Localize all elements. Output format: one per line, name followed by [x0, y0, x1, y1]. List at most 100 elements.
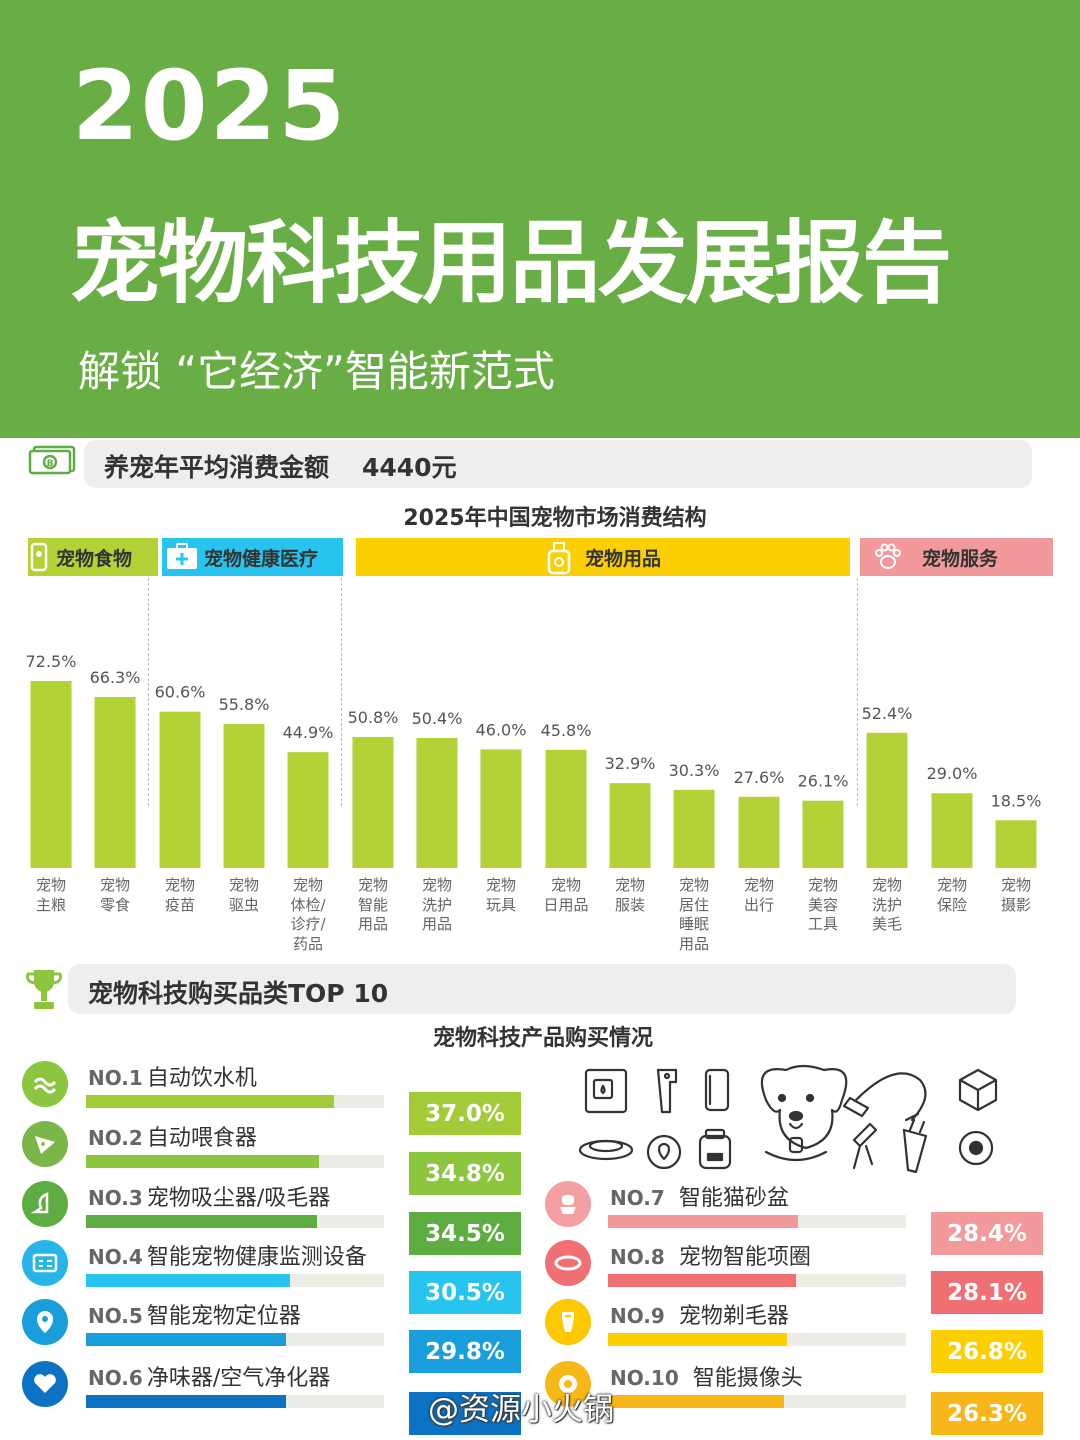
collar-icon [545, 1240, 591, 1286]
bar-value-label: 60.6% [155, 683, 206, 702]
bar-category-label: 宠物 洗护 用品 [421, 876, 452, 933]
water-fountain-icon [584, 1068, 628, 1114]
bar-value-label: 50.8% [348, 708, 399, 727]
rank-label: NO.4 智能宠物健康监测设备 [88, 1239, 367, 1271]
percent-badge [409, 1392, 521, 1435]
bar-category-label: 宠物 主粮 [35, 876, 66, 914]
bar-value-label: 50.4% [412, 709, 463, 728]
spending-value: 4440元 [362, 453, 457, 482]
svg-text:B: B [47, 459, 54, 469]
category-band-health: 宠物健康医疗 [162, 538, 343, 576]
rank-product-name: 智能猫砂盆 [678, 1186, 789, 1211]
progress-track [608, 1395, 906, 1408]
progress-track [608, 1274, 906, 1287]
bar-category-label: 宠物 驱虫 [228, 876, 259, 914]
percent-badge: 30.5% [409, 1271, 521, 1314]
dog-head-icon [760, 1064, 848, 1162]
grooming-brush-icon [852, 1122, 878, 1170]
progress-fill [86, 1095, 334, 1108]
bar-value-label: 45.8% [541, 721, 592, 740]
percent-badge: 28.4% [931, 1212, 1043, 1255]
header-banner: 2025 宠物科技用品发展报告 解锁 “它经济”智能新范式 [0, 0, 1080, 438]
hair-trimmer-icon [902, 1118, 928, 1174]
category-food-label: 宠物食物 [56, 547, 133, 570]
progress-fill [86, 1215, 317, 1228]
robot-cam-icon [958, 1130, 994, 1166]
bar-category-label: 宠物 智能 用品 [357, 876, 388, 933]
product-illustrations [578, 1064, 998, 1174]
category-band-supplies: 宠物用品 [356, 538, 850, 576]
bar-category-label: 宠物 摄影 [1000, 876, 1031, 914]
vacuum-icon [22, 1181, 68, 1227]
trimmer-icon [545, 1299, 591, 1345]
bar-category-label: 宠物 服装 [614, 876, 645, 914]
group-divider [148, 578, 149, 806]
rank-label: NO.8 宠物智能项圈 [610, 1239, 811, 1271]
rank-number: NO.3 [88, 1186, 143, 1210]
paw-icon [875, 543, 901, 569]
bar-2 [159, 711, 201, 868]
group-divider [341, 578, 342, 806]
rank-number: NO.9 [610, 1304, 665, 1328]
percent-badge: 29.8% [409, 1330, 521, 1373]
rank-number: NO.7 [610, 1186, 665, 1210]
pet-dryer-icon [656, 1068, 678, 1114]
bar-category-label: 宠物 体检/ 诊疗/ 药品 [290, 876, 326, 953]
bar-9 [609, 783, 651, 868]
percent-badge: 37.0% [409, 1092, 521, 1135]
bar-category-label: 宠物 玩具 [485, 876, 516, 914]
rank-label: NO.2 自动喂食器 [88, 1120, 257, 1152]
bar-value-label: 18.5% [991, 791, 1042, 810]
rank-label: NO.6 净味器/空气净化器 [88, 1360, 330, 1392]
bar-category-label: 宠物 日用品 [543, 876, 589, 914]
rank-label: NO.7 智能猫砂盆 [610, 1180, 789, 1212]
cube-box-icon [958, 1068, 998, 1112]
category-band-service: 宠物服务 [860, 538, 1053, 576]
rank-number: NO.1 [88, 1066, 143, 1090]
bar-category-label: 宠物 零食 [99, 876, 130, 914]
bar-3 [223, 724, 265, 868]
bar-14 [931, 793, 973, 868]
bar-8 [545, 749, 587, 868]
progress-fill [86, 1333, 286, 1346]
bar-10 [673, 789, 715, 868]
spending-label: 养宠年平均消费金额 [104, 453, 330, 482]
progress-track [608, 1215, 906, 1228]
rank-label: NO.10 智能摄像头 [610, 1360, 803, 1392]
bar-value-label: 55.8% [219, 695, 270, 714]
report-year: 2025 [72, 50, 348, 162]
bar-category-label: 宠物 疫苗 [164, 876, 195, 914]
camera-icon [545, 1361, 591, 1407]
bar-7 [480, 749, 522, 868]
percent-badge: 28.1% [931, 1271, 1043, 1314]
bar-value-label: 52.4% [862, 704, 913, 723]
bar-0 [30, 681, 72, 868]
consumption-bar-chart: 72.5% 66.3% 60.6% 55.8% 44.9% 50.8% 50.4% 46.0%… [26, 652, 1042, 868]
bar-category-label: 宠物 保险 [936, 876, 967, 914]
rank-label: NO.3 宠物吸尘器/吸毛器 [88, 1180, 330, 1212]
bar-value-label: 46.0% [476, 720, 527, 739]
rank-product-name: 宠物智能项圈 [678, 1245, 811, 1270]
progress-track [86, 1155, 384, 1168]
progress-track [608, 1333, 906, 1346]
medical-kit-icon [167, 543, 197, 569]
bar-value-label: 30.3% [669, 761, 720, 780]
gps-tracker-icon [646, 1134, 682, 1170]
progress-fill [608, 1274, 796, 1287]
spending-pill [84, 440, 1032, 488]
progress-track [86, 1274, 384, 1287]
rank-number: NO.6 [88, 1366, 143, 1390]
category-supplies-label: 宠物用品 [584, 547, 661, 570]
lint-roller-icon [704, 1068, 730, 1112]
rank-number: NO.8 [610, 1245, 665, 1269]
progress-fill [608, 1215, 798, 1228]
progress-track [86, 1395, 384, 1408]
progress-fill [608, 1333, 787, 1346]
location-pin-icon [22, 1299, 68, 1345]
bar-15 [995, 820, 1037, 868]
category-band-food: 宠物食物 [28, 538, 158, 576]
trophy-icon [25, 970, 63, 1009]
rank-product-name: 智能宠物定位器 [146, 1304, 301, 1329]
purchase-chart-title: 宠物科技产品购买情况 [432, 1026, 653, 1051]
bar-11 [738, 796, 780, 868]
